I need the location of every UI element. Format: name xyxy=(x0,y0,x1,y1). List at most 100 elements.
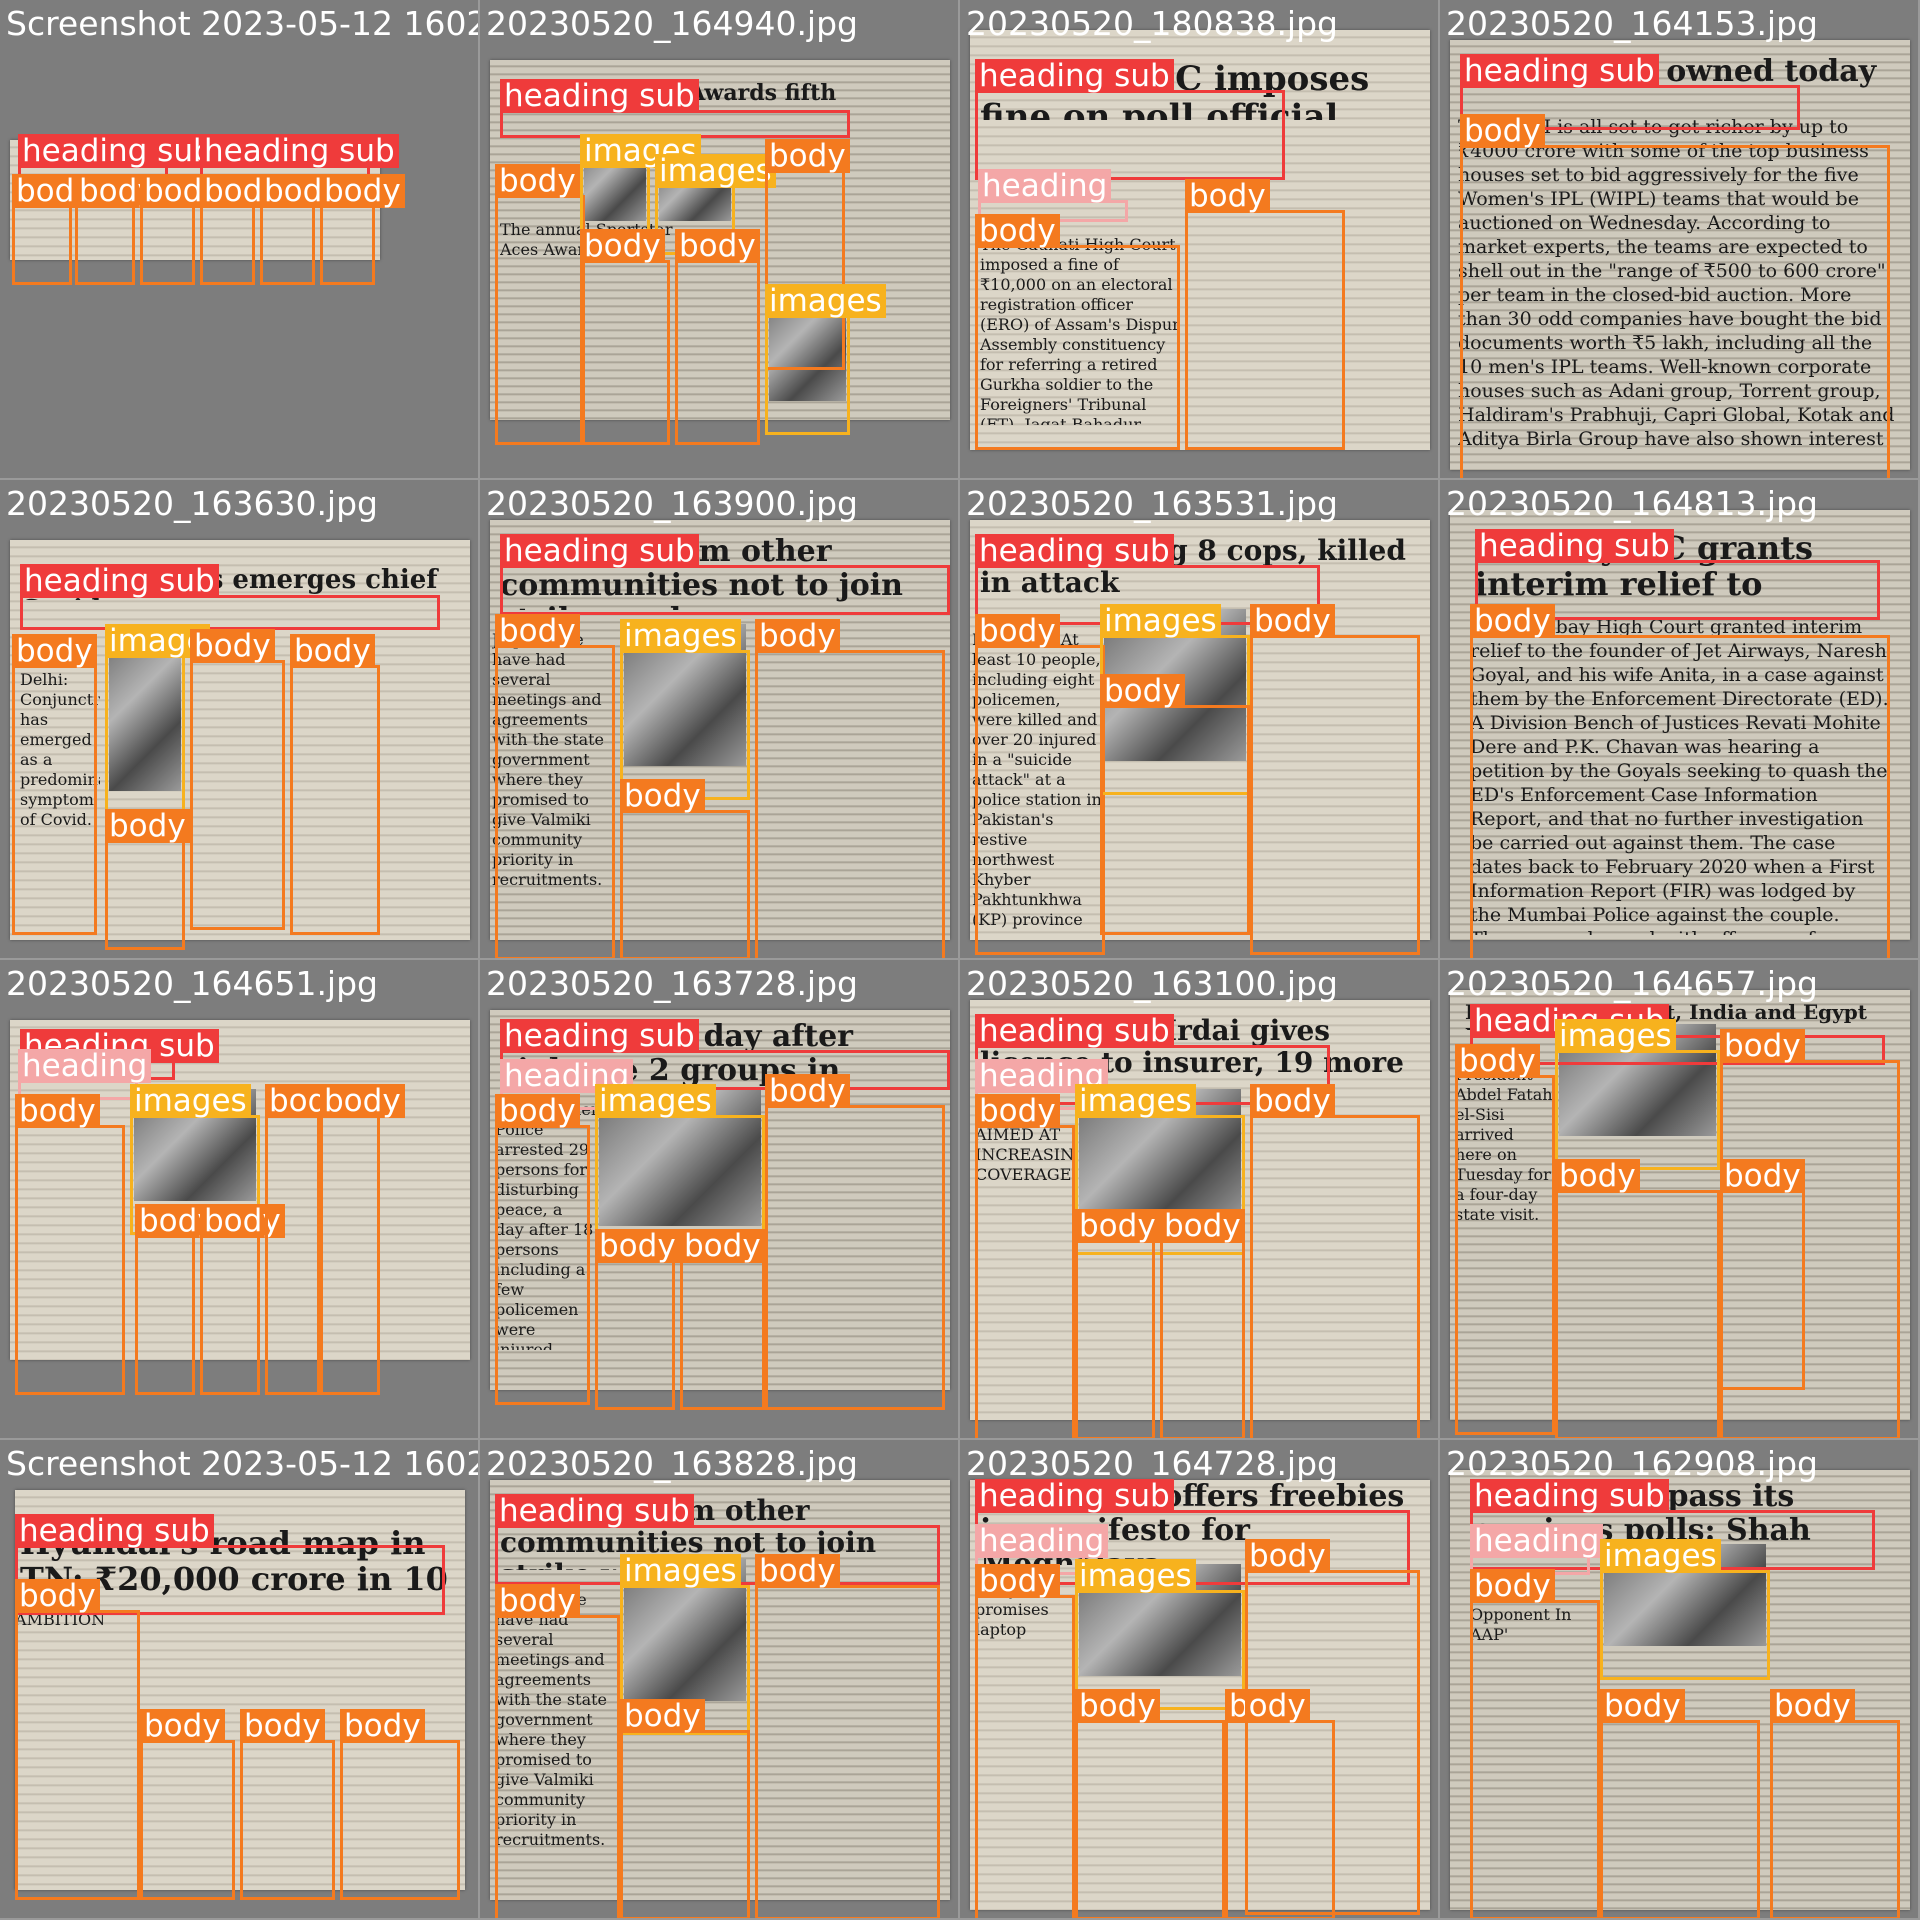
detection-box-body: body xyxy=(495,1584,620,1918)
detection-label: body xyxy=(620,1699,705,1733)
detection-label: body xyxy=(15,1094,100,1128)
tile-title: 20230520_164153.jpg xyxy=(1446,4,1818,43)
detection-label: body xyxy=(1720,1159,1805,1193)
detection-box-body: body xyxy=(1720,1159,1805,1390)
detection-label: heading sub xyxy=(20,564,219,598)
tile-9: 20230520_164651.jpg heading sub heading bod… xyxy=(0,960,480,1440)
detection-box-heading-sub: heading sub xyxy=(1460,54,1800,130)
article-text: Peshawar: At least 10 people, including … xyxy=(972,630,1102,929)
detection-box-body: body xyxy=(975,1094,1075,1438)
tile-title: 20230520_163828.jpg xyxy=(486,1444,858,1483)
detection-label: images xyxy=(1075,1084,1196,1118)
detection-box-body: body xyxy=(15,1579,140,1900)
detection-label: body xyxy=(290,634,375,668)
detection-label: body xyxy=(340,1709,425,1743)
tile-title: 20230520_163100.jpg xyxy=(966,964,1338,1003)
tile-14: 20230520_163828.jpgWorkers from other co… xyxy=(480,1440,960,1920)
detection-label: heading sub xyxy=(1470,1479,1669,1513)
detection-box-body: body xyxy=(75,174,160,285)
tile-16: 20230520_162908.jpgBJP will surpass its … xyxy=(1440,1440,1920,1920)
detection-box-images: images xyxy=(655,154,776,255)
tile-10: 20230520_163728.jpg29 arrested day after… xyxy=(480,960,960,1440)
detection-label: images xyxy=(655,154,776,188)
article-text: The Gauhati High Court imposed a fine of… xyxy=(980,235,1180,425)
detection-label: body xyxy=(240,1709,325,1743)
detection-label: heading sub xyxy=(500,1019,699,1053)
detection-label: body xyxy=(495,1094,580,1128)
tile-title: 20230520_163900.jpg xyxy=(486,484,858,523)
detection-label: body xyxy=(1470,1569,1555,1603)
detection-label: body xyxy=(320,174,405,208)
detection-label: images xyxy=(130,1084,251,1118)
newspaper-page xyxy=(10,540,470,940)
detection-box-body: body xyxy=(495,164,585,445)
detection-label: heading sub xyxy=(18,134,217,168)
detection-box-body: body xyxy=(1160,1209,1245,1438)
detection-label: heading xyxy=(18,1049,152,1083)
detection-label: body xyxy=(680,1229,765,1263)
detection-box-heading-sub: heading sub xyxy=(15,1514,445,1615)
detection-box-body: body xyxy=(140,174,225,285)
detection-label: images xyxy=(1600,1539,1721,1573)
detection-box-body: body xyxy=(495,1094,590,1405)
detection-label: heading sub xyxy=(500,79,699,113)
detection-box-body: body xyxy=(15,1094,125,1395)
detection-label: images xyxy=(1075,1559,1196,1593)
tile-title: 20230520_162908.jpg xyxy=(1446,1444,1818,1483)
tile-title: 20230520_164728.jpg xyxy=(966,1444,1338,1483)
detection-box-body: body xyxy=(140,1709,235,1900)
detection-box-body: body xyxy=(1460,114,1890,478)
detection-box-heading-sub: heading sub xyxy=(500,534,950,615)
detection-box-body: body xyxy=(1470,1569,1600,1918)
detection-box-body: body xyxy=(12,634,97,935)
tile-4: 20230520_164153.jpg teams to be owned tod… xyxy=(1440,0,1920,480)
tile-6: 20230520_163900.jpgWorkers from other co… xyxy=(480,480,960,960)
detection-box-body: body xyxy=(190,629,285,930)
detection-box-body: body xyxy=(1185,179,1345,450)
detection-box-heading-sub: heading sub xyxy=(975,59,1285,180)
detection-label: body xyxy=(765,1074,850,1108)
detection-box-images: images xyxy=(765,284,886,435)
newspaper-page xyxy=(1450,510,1910,940)
tile-title: Screenshot 2023-05-12 160225 xyxy=(6,1444,480,1483)
detection-box-body: body xyxy=(755,619,945,958)
newspaper-page xyxy=(1450,40,1910,470)
detection-label: body xyxy=(495,164,580,198)
detection-box-body: body xyxy=(1770,1689,1900,1918)
detection-label: body xyxy=(975,614,1060,648)
detection-label: body xyxy=(975,1094,1060,1128)
detection-label: body xyxy=(975,214,1060,248)
tile-13: Screenshot 2023-05-12 160225Hyundai's ro… xyxy=(0,1440,480,1920)
detection-label: heading sub xyxy=(495,1494,694,1528)
detection-box-images: images xyxy=(1100,604,1250,795)
tile-title: 20230520_164813.jpg xyxy=(1446,484,1818,523)
detection-box-body: body xyxy=(135,1204,220,1395)
detection-box-body: body xyxy=(240,1709,335,1900)
article-text: The BCCI is all set to get richer by up … xyxy=(1458,116,1895,455)
tile-title: 20230520_164657.jpg xyxy=(1446,964,1818,1003)
detection-label: body xyxy=(595,1229,680,1263)
detection-box-body: body xyxy=(765,1074,945,1410)
detection-box-body: body xyxy=(1600,1689,1760,1918)
detection-label: heading sub xyxy=(15,1514,214,1548)
article-text: Jaipur: "We have had several meetings an… xyxy=(492,630,604,889)
detection-label: body xyxy=(105,809,190,843)
detection-box-body: body xyxy=(105,809,190,950)
detection-box-body: body xyxy=(765,139,850,370)
detection-box-body: body xyxy=(975,614,1105,955)
tile-8: 20230520_164813.jpgBombay HC grants inte… xyxy=(1440,480,1920,960)
tile-title: 20230520_180838.jpg xyxy=(966,4,1338,43)
detection-label: body xyxy=(1460,114,1545,148)
tile-title: 20230520_163728.jpg xyxy=(486,964,858,1003)
detection-box-body: body xyxy=(620,1699,750,1918)
tile-1: Screenshot 2023-05-12 160230 heading sub h… xyxy=(0,0,480,480)
detection-label: body xyxy=(1470,604,1555,638)
detection-label: heading sub xyxy=(975,1479,1174,1513)
detection-box-body: body xyxy=(320,174,405,285)
detection-label: images xyxy=(765,284,886,318)
detection-label: body xyxy=(755,619,840,653)
detection-box-body: body xyxy=(620,779,750,958)
detection-box-body: body xyxy=(320,1084,405,1395)
detection-box-images: images xyxy=(1555,1019,1720,1170)
